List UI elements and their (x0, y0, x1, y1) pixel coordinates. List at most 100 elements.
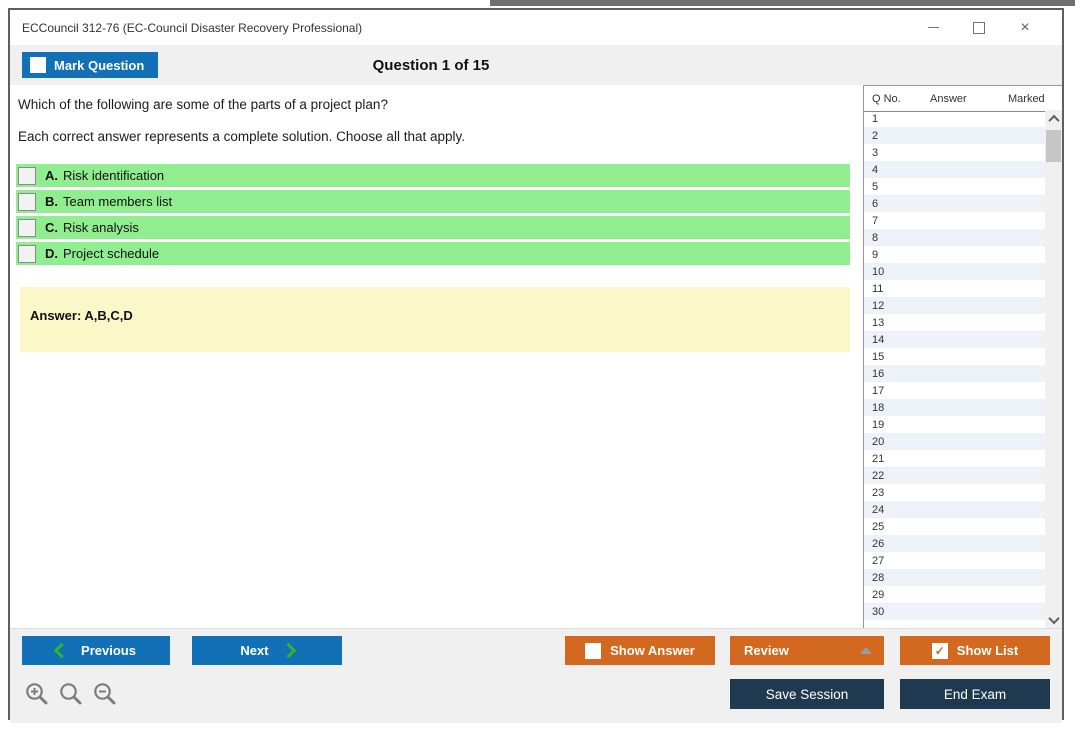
scroll-up-button[interactable] (1045, 110, 1062, 127)
question-number: 13 (872, 316, 885, 329)
show-list-button[interactable]: ✓ Show List (900, 636, 1050, 665)
question-list-row[interactable]: 5 (864, 178, 1045, 195)
question-number: 23 (872, 486, 885, 499)
question-list-row[interactable]: 19 (864, 416, 1045, 433)
question-list-row[interactable]: 23 (864, 484, 1045, 501)
question-number: 7 (872, 214, 879, 227)
question-list-row[interactable]: 9 (864, 246, 1045, 263)
question-list-row[interactable]: 26 (864, 535, 1045, 552)
show-list-checkbox[interactable]: ✓ (931, 642, 948, 659)
question-list-row[interactable]: 10 (864, 263, 1045, 280)
mark-question-label: Mark Question (54, 57, 145, 73)
question-number: 30 (872, 605, 885, 618)
question-list-row[interactable]: 14 (864, 331, 1045, 348)
question-list-row[interactable]: 3 (864, 144, 1045, 161)
question-list-scrollbar[interactable] (1045, 110, 1062, 628)
question-number: 26 (872, 537, 885, 550)
zoom-reset-icon[interactable] (58, 681, 84, 707)
question-list-row[interactable]: 6 (864, 195, 1045, 212)
question-number: 22 (872, 469, 885, 482)
question-list-row[interactable]: 25 (864, 518, 1045, 535)
option-text: Team members list (63, 194, 173, 209)
header-strip: ✓ Mark Question Question 1 of 15 (10, 45, 1062, 85)
question-number: 17 (872, 384, 885, 397)
question-list-row[interactable]: 27 (864, 552, 1045, 569)
question-list-row[interactable]: 4 (864, 161, 1045, 178)
show-answer-label: Show Answer (610, 643, 695, 658)
option-row-a[interactable]: A. Risk identification (16, 164, 850, 187)
option-c-checkbox[interactable] (18, 218, 36, 237)
background-window-sliver (490, 0, 1075, 6)
question-list-row[interactable]: 11 (864, 280, 1045, 297)
scroll-down-button[interactable] (1045, 611, 1062, 628)
question-list-row[interactable]: 24 (864, 501, 1045, 518)
question-number: 5 (872, 180, 879, 193)
option-row-b[interactable]: B. Team members list (16, 190, 850, 213)
show-answer-button[interactable]: ✓ Show Answer (565, 636, 715, 665)
triangle-up-icon (860, 647, 872, 654)
question-number: 8 (872, 231, 879, 244)
question-list: 1 2 3 4 5 6 7 8 9 10 11 12 13 14 15 16 17 18 19 20 21 22 23 24 2… (864, 110, 1045, 628)
footer-bar: Previous Next ✓ Show Answer Review ✓ Sho… (10, 628, 1062, 723)
zoom-out-icon[interactable] (92, 681, 118, 707)
answer-text: Answer: A,B,C,D (30, 308, 133, 323)
mark-question-button[interactable]: ✓ Mark Question (22, 52, 159, 78)
question-list-row[interactable]: 29 (864, 586, 1045, 603)
question-number: 12 (872, 299, 885, 312)
question-number: 15 (872, 350, 885, 363)
question-list-row[interactable]: 15 (864, 348, 1045, 365)
option-text: Risk analysis (63, 220, 139, 235)
maximize-icon (973, 21, 985, 34)
end-exam-label: End Exam (943, 686, 1007, 702)
question-list-row[interactable]: 13 (864, 314, 1045, 331)
question-number: 1 (872, 112, 879, 125)
show-answer-checkbox[interactable]: ✓ (585, 642, 602, 659)
title-bar: ECCouncil 312-76 (EC-Council Disaster Re… (10, 10, 1062, 45)
chevron-right-icon (280, 642, 296, 659)
option-letter: C. (45, 220, 58, 235)
question-list-row[interactable]: 12 (864, 297, 1045, 314)
next-button[interactable]: Next (192, 636, 342, 665)
window-title: ECCouncil 312-76 (EC-Council Disaster Re… (22, 20, 363, 35)
question-list-row[interactable]: 7 (864, 212, 1045, 229)
question-number: 14 (872, 333, 885, 346)
minimize-button[interactable] (910, 14, 956, 42)
question-list-row[interactable]: 18 (864, 399, 1045, 416)
option-text: Risk identification (63, 168, 165, 183)
option-a-checkbox[interactable] (18, 166, 36, 185)
question-list-row[interactable]: 22 (864, 467, 1045, 484)
question-list-row[interactable]: 20 (864, 433, 1045, 450)
option-letter: D. (45, 246, 58, 261)
zoom-in-icon[interactable] (24, 681, 50, 707)
chevron-up-icon (1047, 114, 1060, 126)
question-number: 6 (872, 197, 879, 210)
question-number: 10 (872, 265, 885, 278)
option-letter: A. (45, 168, 58, 183)
question-list-row[interactable]: 1 (864, 110, 1045, 127)
option-row-d[interactable]: D. Project schedule (16, 242, 850, 265)
question-list-row[interactable]: 8 (864, 229, 1045, 246)
chevron-left-icon (53, 642, 70, 659)
question-number: 20 (872, 435, 885, 448)
question-list-row[interactable]: 30 (864, 603, 1045, 620)
end-exam-button[interactable]: End Exam (900, 679, 1050, 709)
question-list-row[interactable]: 2 (864, 127, 1045, 144)
mark-question-checkbox[interactable]: ✓ (30, 57, 46, 73)
maximize-button[interactable] (956, 14, 1002, 42)
review-button[interactable]: Review (730, 636, 884, 665)
question-list-row[interactable]: 28 (864, 569, 1045, 586)
question-list-row[interactable]: 21 (864, 450, 1045, 467)
option-b-checkbox[interactable] (18, 192, 36, 211)
scrollbar-thumb[interactable] (1046, 130, 1061, 162)
question-list-row[interactable]: 17 (864, 382, 1045, 399)
question-number: 24 (872, 503, 885, 516)
question-number: 11 (872, 282, 884, 295)
question-instruction: Each correct answer represents a complet… (18, 129, 465, 144)
option-row-c[interactable]: C. Risk analysis (16, 216, 850, 239)
content-area: Which of the following are some of the p… (10, 85, 1062, 628)
close-button[interactable]: × (1002, 14, 1048, 42)
save-session-button[interactable]: Save Session (730, 679, 884, 709)
previous-button[interactable]: Previous (22, 636, 170, 665)
question-list-row[interactable]: 16 (864, 365, 1045, 382)
option-d-checkbox[interactable] (18, 244, 36, 263)
